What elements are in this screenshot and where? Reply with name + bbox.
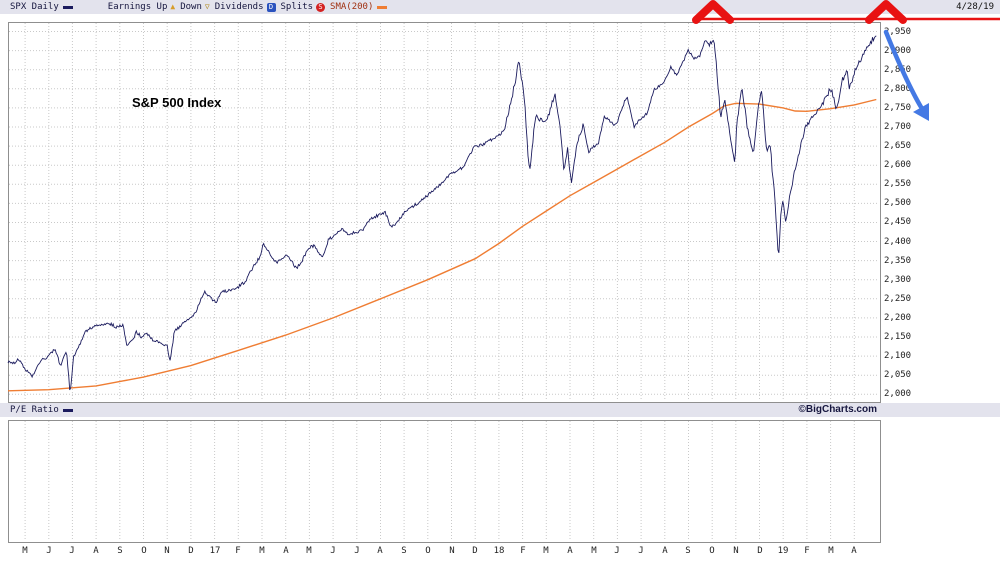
y-axis-label: 2,400: [884, 237, 912, 247]
pe-legend-bar: P/E Ratio: [0, 403, 1000, 417]
price-chart-panel: [8, 22, 881, 403]
x-axis-label: M: [306, 546, 312, 556]
x-axis-label: J: [614, 546, 620, 556]
y-axis-label: 2,900: [884, 46, 912, 56]
x-axis-label: A: [377, 546, 383, 556]
x-axis-label: D: [188, 546, 194, 556]
x-axis-label: S: [685, 546, 691, 556]
x-axis-label: M: [543, 546, 549, 556]
copyright-text: ©BigCharts.com: [798, 404, 878, 415]
x-axis-label: M: [22, 546, 28, 556]
x-axis-label: M: [828, 546, 834, 556]
x-axis-label: F: [520, 546, 526, 556]
pe-ratio-panel: [8, 420, 881, 543]
x-axis-label: S: [401, 546, 407, 556]
y-axis-label: 2,600: [884, 160, 912, 170]
y-axis-label: 2,950: [884, 27, 912, 37]
y-axis-label: 2,700: [884, 122, 912, 132]
y-axis-label: 2,000: [884, 389, 912, 399]
x-axis-label: N: [449, 546, 455, 556]
chart-title: S&P 500 Index: [132, 95, 222, 110]
earnings-down-label: Down: [180, 2, 202, 12]
x-axis-label: J: [354, 546, 360, 556]
x-axis-label: J: [46, 546, 52, 556]
x-axis-label: F: [804, 546, 810, 556]
dividends-icon: D: [266, 2, 276, 12]
x-axis-label: J: [638, 546, 644, 556]
x-axis-label: N: [733, 546, 739, 556]
symbol-timeframe-label: SPX Daily: [10, 2, 59, 12]
y-axis-label: 2,250: [884, 294, 912, 304]
y-axis-label: 2,800: [884, 84, 912, 94]
x-axis-label: O: [709, 546, 715, 556]
earnings-down-icon: ▽: [204, 2, 210, 11]
pe-ratio-label: P/E Ratio: [10, 405, 59, 415]
x-axis-label: A: [567, 546, 573, 556]
x-axis-label: O: [425, 546, 431, 556]
x-axis-label: N: [164, 546, 170, 556]
y-axis-label: 2,050: [884, 370, 912, 380]
x-axis-label: J: [69, 546, 75, 556]
x-axis-label: D: [757, 546, 763, 556]
x-axis-label: O: [141, 546, 147, 556]
x-axis-label: F: [235, 546, 241, 556]
dividends-label: Dividends: [214, 2, 264, 12]
main-legend-bar: SPX Daily Earnings Up ▲ Down ▽ Dividends…: [0, 0, 1000, 14]
y-axis-label: 2,100: [884, 351, 912, 361]
y-axis-label: 2,750: [884, 103, 912, 113]
y-axis-label: 2,500: [884, 198, 912, 208]
earnings-up-label: Earnings Up: [107, 2, 168, 12]
sma-label: SMA(200): [330, 2, 374, 12]
x-axis-label: A: [283, 546, 289, 556]
chart-date: 4/28/19: [956, 2, 994, 12]
y-axis-label: 2,300: [884, 275, 912, 285]
y-axis-label: 2,850: [884, 65, 912, 75]
pe-line-swatch: [62, 408, 73, 412]
x-axis-label: M: [591, 546, 597, 556]
y-axis-label: 2,650: [884, 141, 912, 151]
y-axis-label: 2,350: [884, 256, 912, 266]
x-axis-label: D: [472, 546, 478, 556]
y-axis-label: 2,150: [884, 332, 912, 342]
x-axis-label: 17: [209, 546, 221, 556]
x-axis-label: A: [662, 546, 668, 556]
x-axis-label: A: [93, 546, 99, 556]
x-axis-label: 18: [493, 546, 505, 556]
x-axis-label: M: [259, 546, 265, 556]
splits-icon: S: [316, 2, 326, 12]
x-axis-label: S: [117, 546, 123, 556]
y-axis-label: 2,200: [884, 313, 912, 323]
x-axis-label: 19: [777, 546, 789, 556]
splits-label: Splits: [280, 2, 314, 12]
y-axis-label: 2,550: [884, 179, 912, 189]
sma-line-swatch: [377, 5, 388, 9]
y-axis-label: 2,450: [884, 217, 912, 227]
x-axis-label: A: [851, 546, 857, 556]
price-line-swatch: [62, 5, 73, 9]
x-axis-label: J: [330, 546, 336, 556]
earnings-up-icon: ▲: [170, 2, 176, 11]
